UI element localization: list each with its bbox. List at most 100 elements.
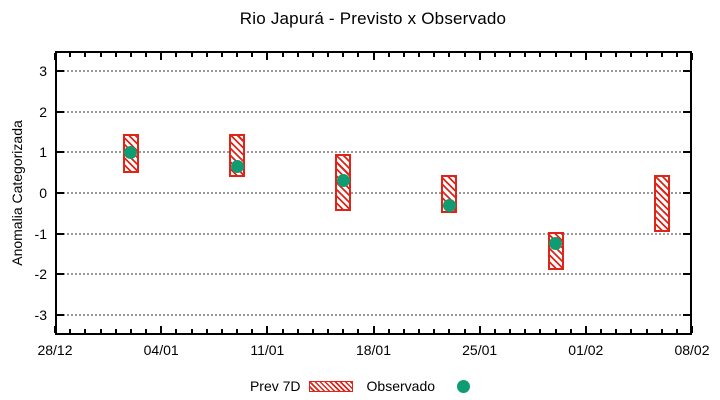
x-minor-tick-top (114, 53, 117, 57)
x-minor-tick-top (251, 53, 254, 57)
legend-label-prev7d: Prev 7D (249, 378, 301, 394)
x-minor-tick-bottom (493, 329, 496, 333)
x-minor-tick-bottom (433, 329, 436, 333)
x-minor-tick-top (220, 53, 223, 57)
x-minor-tick-bottom (327, 329, 329, 333)
x-minor-tick-top (327, 53, 329, 57)
x-minor-tick-bottom (205, 329, 208, 333)
x-minor-tick-top (402, 53, 405, 57)
x-minor-tick-bottom (84, 329, 87, 333)
y-tick-label: 1 (39, 144, 47, 161)
x-tick-label: 08/02 (674, 342, 710, 358)
x-minor-tick-bottom (509, 329, 511, 333)
x-minor-tick-top (175, 53, 178, 57)
x-major-tick-bottom (160, 326, 163, 333)
x-major-tick-bottom (584, 326, 587, 333)
x-minor-tick-bottom (281, 329, 284, 333)
x-minor-tick-top (84, 53, 87, 57)
x-minor-tick-top (675, 53, 678, 57)
x-minor-tick-top (205, 53, 208, 57)
x-major-tick-bottom (372, 326, 375, 333)
y-tick-label: 2 (39, 103, 47, 120)
x-minor-tick-bottom (600, 329, 602, 333)
x-minor-tick-bottom (630, 329, 633, 333)
y-tick-right (683, 232, 690, 235)
x-minor-tick-top (615, 53, 618, 57)
observed-dot-icon (457, 379, 471, 393)
x-minor-tick-top (554, 53, 557, 57)
x-minor-tick-bottom (342, 329, 345, 333)
y-tick-right (683, 70, 690, 73)
x-minor-tick-top (69, 53, 72, 57)
x-minor-tick-bottom (569, 329, 572, 333)
forecast-range-swatch-icon (308, 380, 353, 392)
x-minor-tick-bottom (387, 329, 390, 333)
legend-label-observado: Observado (366, 378, 436, 394)
x-major-tick-top (54, 53, 56, 60)
observed-dot (442, 198, 456, 212)
x-major-tick-bottom (478, 326, 481, 333)
x-tick-label: 28/12 (37, 342, 73, 358)
y-tick-right (683, 192, 690, 194)
y-tick-left (57, 70, 64, 73)
y-gridline (58, 273, 689, 276)
y-gridline (58, 192, 689, 194)
x-minor-tick-top (463, 53, 466, 57)
x-minor-tick-bottom (539, 329, 542, 333)
y-tick-left (57, 110, 64, 113)
x-major-tick-top (372, 53, 375, 60)
x-minor-tick-top (433, 53, 436, 57)
x-tick-label: 11/01 (250, 342, 285, 358)
x-tick-label: 04/01 (143, 342, 179, 358)
y-gridline (58, 151, 689, 154)
y-tick-label: 3 (39, 63, 47, 80)
x-minor-tick-top (645, 53, 648, 57)
x-minor-tick-top (509, 53, 511, 57)
x-minor-tick-bottom (251, 329, 254, 333)
x-minor-tick-top (569, 53, 572, 57)
x-major-tick-top (266, 53, 269, 60)
x-minor-tick-top (539, 53, 542, 57)
chart-title: Rio Japurá - Previsto x Observado (239, 9, 507, 28)
x-major-tick-top (691, 53, 693, 60)
y-tick-label: -1 (34, 225, 47, 242)
x-tick-label: 18/01 (355, 342, 392, 358)
observed-dot (230, 160, 244, 174)
x-minor-tick-top (311, 53, 314, 57)
x-minor-tick-top (190, 53, 193, 57)
y-tick-left (57, 313, 64, 316)
x-minor-tick-bottom (145, 329, 147, 333)
x-minor-tick-top (296, 53, 299, 57)
y-tick-label: 0 (39, 185, 47, 201)
x-minor-tick-bottom (114, 329, 117, 333)
forecast-range-bar (653, 174, 670, 232)
y-tick-right (683, 110, 690, 113)
x-minor-tick-bottom (99, 329, 102, 333)
x-minor-tick-top (524, 53, 527, 57)
legend: Prev 7D Observado (0, 378, 720, 394)
x-minor-tick-bottom (448, 329, 451, 333)
y-tick-right (683, 273, 690, 276)
x-minor-tick-top (493, 53, 496, 57)
x-minor-tick-top (660, 53, 663, 57)
x-minor-tick-top (448, 53, 451, 57)
x-minor-tick-top (236, 53, 238, 57)
y-tick-right (683, 151, 690, 154)
x-minor-tick-bottom (675, 329, 678, 333)
y-tick-label: -3 (34, 306, 47, 323)
x-minor-tick-bottom (402, 329, 405, 333)
x-minor-tick-bottom (220, 329, 223, 333)
x-minor-tick-top (630, 53, 633, 57)
y-gridline (58, 313, 689, 316)
y-tick-right (683, 313, 690, 316)
y-tick-left (57, 232, 64, 235)
x-major-tick-bottom (266, 326, 269, 333)
x-minor-tick-bottom (311, 329, 314, 333)
x-minor-tick-bottom (236, 329, 238, 333)
x-minor-tick-bottom (357, 329, 360, 333)
x-minor-tick-bottom (129, 329, 132, 333)
y-tick-left (57, 192, 64, 194)
x-minor-tick-top (99, 53, 102, 57)
x-minor-tick-bottom (615, 329, 618, 333)
